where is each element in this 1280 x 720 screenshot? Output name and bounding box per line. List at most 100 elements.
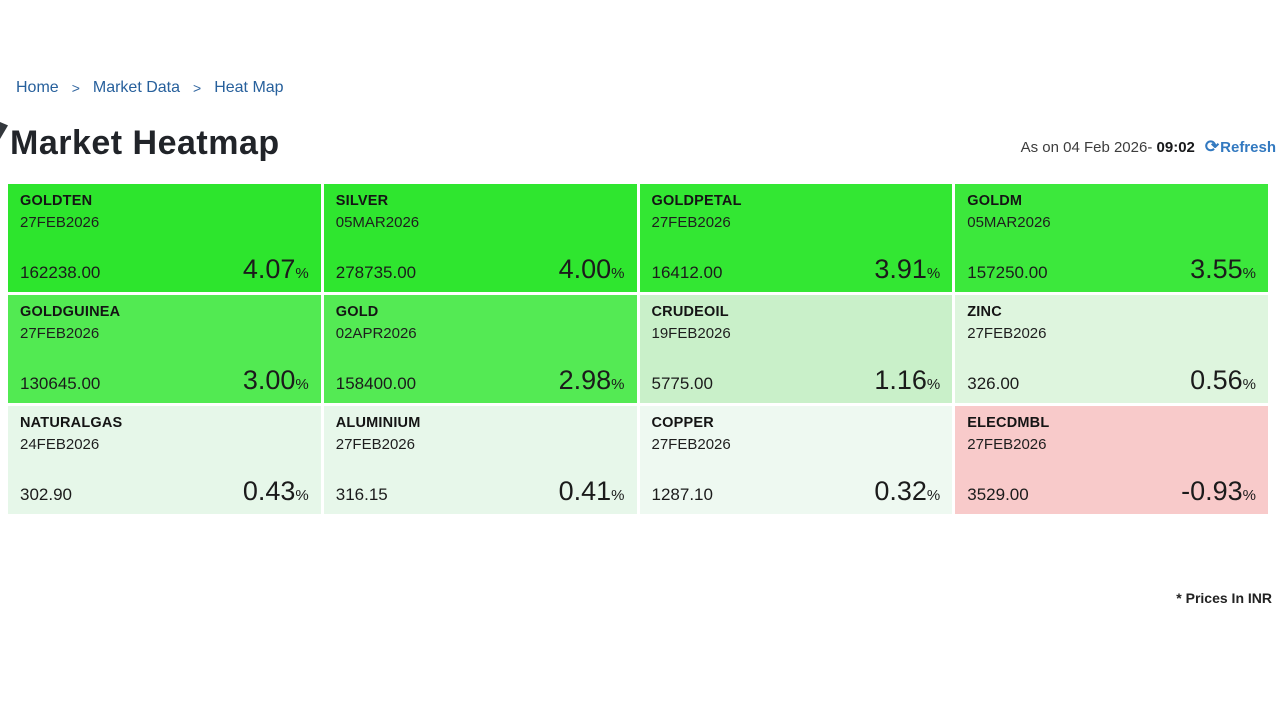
breadcrumb-heat-map[interactable]: Heat Map: [214, 79, 284, 96]
tile-change-value: -0.93: [1181, 476, 1243, 506]
tile-change-value: 0.41: [558, 476, 612, 506]
tile-price: 158400.00: [335, 374, 417, 393]
tile-price: 278735.00: [335, 263, 417, 282]
heatmap-tile[interactable]: ELECDMBL 27FEB2026 3529.00 -0.93%: [955, 406, 1268, 514]
tile-change-value: 1.16: [874, 365, 927, 395]
as-on-time: 09:02: [1156, 138, 1195, 156]
tile-expiry-date: 27FEB2026: [651, 214, 731, 231]
tile-price: 16412.00: [651, 263, 723, 282]
heatmap-tile[interactable]: ALUMINIUM 27FEB2026 316.15 0.41%: [323, 406, 637, 514]
tile-value-row: 1287.10 0.32%: [652, 476, 941, 507]
tile-change-percent: 2.98%: [559, 365, 625, 396]
tile-symbol: GOLDTEN: [20, 193, 93, 209]
tile-price: 316.15: [335, 485, 388, 504]
breadcrumb-market-data[interactable]: Market Data: [92, 79, 181, 96]
refresh-icon: ⟳: [1204, 137, 1220, 156]
tile-change-value: 4.00: [558, 254, 612, 284]
tile-change-percent: 3.55%: [1190, 254, 1256, 285]
tile-symbol: SILVER: [335, 193, 389, 209]
tile-price: 302.90: [20, 485, 72, 504]
tile-change-percent: 0.56%: [1190, 365, 1256, 396]
heatmap-tile[interactable]: COPPER 27FEB2026 1287.10 0.32%: [639, 406, 953, 514]
tile-value-row: 158400.00 2.98%: [336, 365, 625, 396]
as-on-timestamp: As on 04 Feb 2026- 09:02 ⟳ Refresh: [1021, 137, 1276, 157]
tile-value-row: 316.15 0.41%: [336, 476, 625, 507]
tile-value-row: 130645.00 3.00%: [20, 365, 309, 396]
tile-change-percent: 4.00%: [559, 254, 625, 285]
tile-change-percent: 0.41%: [559, 476, 625, 507]
refresh-label: Refresh: [1220, 138, 1276, 156]
tile-symbol: ZINC: [967, 304, 1002, 320]
tile-change-percent: 1.16%: [874, 365, 940, 396]
page-title: Market Heatmap: [10, 124, 280, 162]
tile-price: 162238.00: [20, 263, 101, 282]
tile-price: 1287.10: [651, 485, 713, 504]
tile-value-row: 302.90 0.43%: [20, 476, 309, 507]
breadcrumb-separator: >: [193, 80, 202, 96]
heatmap-tile[interactable]: GOLDM 05MAR2026 157250.00 3.55%: [955, 184, 1268, 292]
heatmap-tile[interactable]: CRUDEOIL 19FEB2026 5775.00 1.16%: [639, 295, 953, 403]
percent-sign: %: [926, 487, 941, 504]
breadcrumb-home[interactable]: Home: [16, 79, 59, 96]
tile-price: 326.00: [967, 374, 1020, 393]
percent-sign: %: [611, 376, 625, 393]
tile-symbol: COPPER: [651, 415, 714, 431]
refresh-button[interactable]: ⟳ Refresh: [1205, 137, 1276, 157]
tile-symbol: GOLDM: [967, 193, 1023, 209]
tile-expiry-date: 05MAR2026: [967, 214, 1051, 231]
heatmap-tile[interactable]: ZINC 27FEB2026 326.00 0.56%: [955, 295, 1268, 403]
tile-value-row: 3529.00 -0.93%: [967, 476, 1256, 507]
tile-expiry-date: 27FEB2026: [967, 325, 1047, 342]
breadcrumb-separator: >: [71, 80, 80, 96]
tile-change-value: 3.91: [874, 254, 927, 284]
tile-symbol: NATURALGAS: [20, 415, 123, 431]
tile-symbol: CRUDEOIL: [651, 304, 729, 320]
tile-value-row: 5775.00 1.16%: [652, 365, 941, 396]
tile-expiry-date: 27FEB2026: [20, 325, 100, 342]
tile-price: 157250.00: [967, 263, 1048, 282]
tile-expiry-date: 24FEB2026: [20, 436, 100, 453]
breadcrumb: Home > Market Data > Heat Map: [16, 79, 284, 97]
tile-expiry-date: 27FEB2026: [651, 436, 731, 453]
tile-symbol: GOLDGUINEA: [20, 304, 121, 320]
tile-change-value: 2.98: [558, 365, 612, 395]
tile-change-value: 0.32: [874, 476, 927, 506]
tile-symbol: GOLD: [335, 304, 379, 320]
tile-change-percent: 0.43%: [243, 476, 309, 507]
tile-value-row: 16412.00 3.91%: [652, 254, 941, 285]
tile-symbol: ELECDMBL: [967, 415, 1050, 431]
prices-currency-note: * Prices In INR: [1176, 590, 1272, 606]
tile-expiry-date: 02APR2026: [335, 325, 417, 342]
tile-price: 130645.00: [20, 374, 101, 393]
tile-change-percent: -0.93%: [1181, 476, 1256, 507]
percent-sign: %: [295, 487, 309, 504]
percent-sign: %: [926, 265, 941, 282]
tile-change-value: 4.07: [242, 254, 296, 284]
as-on-text: As on 04 Feb 2026-: [1020, 138, 1157, 156]
tile-price: 3529.00: [967, 485, 1029, 504]
tile-change-percent: 4.07%: [243, 254, 309, 285]
heatmap-tile[interactable]: GOLDPETAL 27FEB2026 16412.00 3.91%: [639, 184, 953, 292]
heatmap-tile[interactable]: GOLDGUINEA 27FEB2026 130645.00 3.00%: [8, 295, 321, 403]
heatmap-tile[interactable]: SILVER 05MAR2026 278735.00 4.00%: [323, 184, 637, 292]
heatmap-tile[interactable]: GOLD 02APR2026 158400.00 2.98%: [323, 295, 637, 403]
tile-symbol: GOLDPETAL: [651, 193, 742, 209]
tile-expiry-date: 05MAR2026: [335, 214, 420, 231]
heatmap-tile[interactable]: GOLDTEN 27FEB2026 162238.00 4.07%: [8, 184, 321, 292]
percent-sign: %: [926, 376, 941, 393]
tile-change-value: 3.55: [1190, 254, 1243, 284]
percent-sign: %: [611, 487, 625, 504]
percent-sign: %: [611, 265, 625, 282]
tile-value-row: 326.00 0.56%: [967, 365, 1256, 396]
tile-expiry-date: 27FEB2026: [20, 214, 100, 231]
tile-price: 5775.00: [651, 374, 713, 393]
tile-expiry-date: 27FEB2026: [967, 436, 1047, 453]
percent-sign: %: [1242, 265, 1256, 282]
tile-expiry-date: 27FEB2026: [335, 436, 415, 453]
heatmap-tile[interactable]: NATURALGAS 24FEB2026 302.90 0.43%: [8, 406, 321, 514]
tile-change-percent: 3.00%: [243, 365, 309, 396]
tile-value-row: 157250.00 3.55%: [967, 254, 1256, 285]
tile-value-row: 162238.00 4.07%: [20, 254, 309, 285]
tile-value-row: 278735.00 4.00%: [336, 254, 625, 285]
